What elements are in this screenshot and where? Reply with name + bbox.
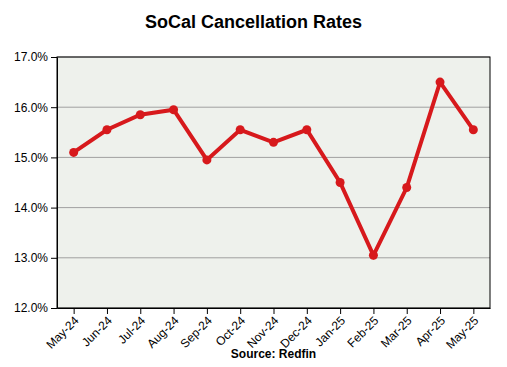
y-tick-mark xyxy=(51,308,57,309)
x-tick-mark xyxy=(174,308,175,314)
marker xyxy=(436,78,445,87)
x-tick: Dec-24 xyxy=(278,308,315,351)
x-tick: May-25 xyxy=(443,308,481,352)
y-tick-label: 13.0% xyxy=(14,251,48,265)
marker xyxy=(369,251,378,260)
x-tick-label: Nov-24 xyxy=(244,313,281,350)
x-tick-mark xyxy=(107,308,108,314)
y-tick: 15.0% xyxy=(14,151,57,165)
x-tick-mark xyxy=(240,308,241,314)
y-tick-mark xyxy=(51,157,57,158)
x-tick: Jun-24 xyxy=(79,308,115,349)
plot-area xyxy=(57,57,490,308)
line xyxy=(74,82,474,255)
x-tick: Jan-25 xyxy=(312,308,348,349)
grid xyxy=(57,57,490,308)
grid-line xyxy=(57,207,490,208)
x-tick-label: Feb-25 xyxy=(345,313,382,350)
y-tick-label: 14.0% xyxy=(14,201,48,215)
x-tick: May-24 xyxy=(43,308,81,352)
background xyxy=(0,0,507,367)
y-tick-label: 17.0% xyxy=(14,50,48,64)
x-tick-label: Jul-24 xyxy=(115,313,148,346)
x-tick-mark xyxy=(140,308,141,314)
y-tick-label: 15.0% xyxy=(14,151,48,165)
marker xyxy=(102,125,111,134)
x-tick-mark xyxy=(340,308,341,314)
marker xyxy=(236,125,245,134)
y-tick: 12.0% xyxy=(14,301,57,315)
y-tick: 13.0% xyxy=(14,251,57,265)
x-tick-label: May-24 xyxy=(43,313,81,351)
x-tick-mark xyxy=(207,308,208,314)
x-tick-label: Apr-25 xyxy=(413,313,449,349)
marker xyxy=(169,105,178,114)
x-tick: Nov-24 xyxy=(244,308,281,351)
x-tick-mark xyxy=(473,308,474,314)
x-tick-label: May-25 xyxy=(443,313,481,351)
y-tick-mark xyxy=(51,107,57,108)
y-tick-mark xyxy=(51,258,57,259)
x-tick-label: Jun-24 xyxy=(79,313,115,349)
x-tick: Mar-25 xyxy=(378,308,415,350)
x-tick-label: Jan-25 xyxy=(312,313,348,349)
x-tick-mark xyxy=(373,308,374,314)
grid-line xyxy=(57,157,490,158)
marker xyxy=(336,178,345,187)
marker xyxy=(69,148,78,157)
x-tick-mark xyxy=(74,308,75,314)
x-tick: Feb-25 xyxy=(345,308,382,350)
x-tick-mark xyxy=(307,308,308,314)
x-axis-label: Source: Redfin xyxy=(231,347,316,361)
y-tick: 16.0% xyxy=(14,101,57,115)
x-tick-label: Sep-24 xyxy=(178,313,215,350)
x-tick: Oct-24 xyxy=(213,308,249,349)
marker xyxy=(269,138,278,147)
marker xyxy=(402,183,411,192)
x-axis: May-24Jun-24Jul-24Aug-24Sep-24Oct-24Nov-… xyxy=(43,308,490,352)
y-tick-label: 16.0% xyxy=(14,101,48,115)
chart: SoCal Cancellation Rates12.0%13.0%14.0%1… xyxy=(0,0,507,367)
y-axis: 12.0% 13.0% 14.0% 15.0% 16.0% 17.0% xyxy=(14,50,58,315)
x-tick-label: Mar-25 xyxy=(378,313,415,350)
x-tick-label: Oct-24 xyxy=(213,313,249,349)
marker xyxy=(302,125,311,134)
marker xyxy=(469,125,478,134)
x-tick-mark xyxy=(407,308,408,314)
y-tick: 17.0% xyxy=(14,50,57,64)
title: SoCal Cancellation Rates xyxy=(145,12,362,32)
x-tick-label: Aug-24 xyxy=(144,313,181,350)
y-tick-mark xyxy=(51,57,57,58)
marker xyxy=(136,110,145,119)
y-tick: 14.0% xyxy=(14,201,57,215)
x-tick-mark xyxy=(274,308,275,314)
x-tick: Aug-24 xyxy=(144,308,181,351)
grid-line xyxy=(57,257,490,258)
y-tick-label: 12.0% xyxy=(14,301,48,315)
x-tick-label: Dec-24 xyxy=(278,313,315,350)
x-tick-mark xyxy=(440,308,441,314)
y-tick-mark xyxy=(51,208,57,209)
plot-frame xyxy=(57,57,490,308)
grid-line xyxy=(57,107,490,108)
marker xyxy=(202,155,211,164)
x-tick: Sep-24 xyxy=(178,308,215,351)
series xyxy=(69,78,478,260)
